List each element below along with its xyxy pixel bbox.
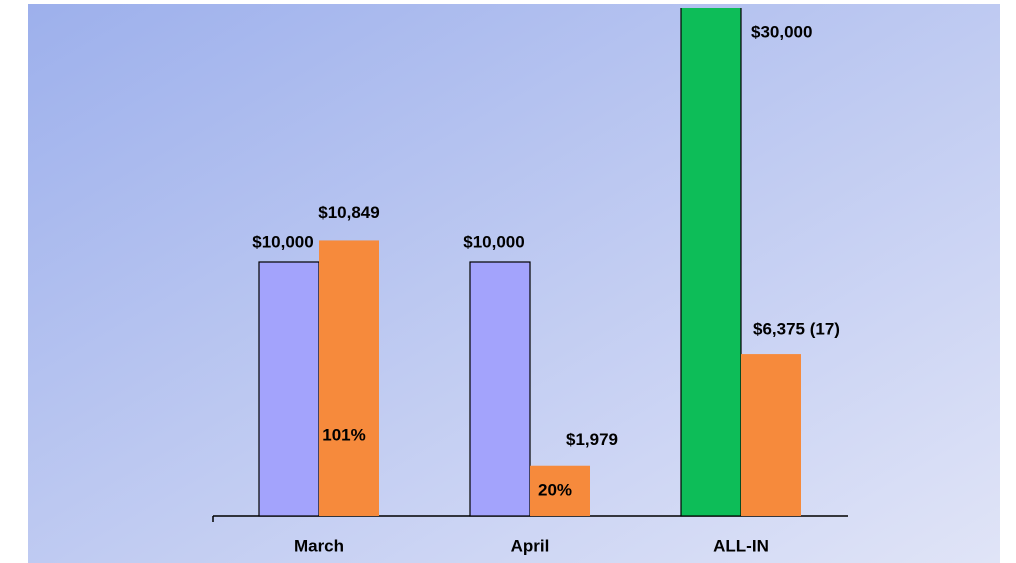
value-label: $1,979	[566, 430, 618, 449]
x-tick-label: March	[294, 536, 344, 555]
x-tick-label: April	[511, 536, 550, 555]
bar	[530, 465, 590, 516]
bar	[258, 261, 320, 517]
value-label: $30,000	[751, 22, 812, 41]
bar	[680, 8, 742, 517]
percent-label: 101%	[322, 425, 365, 444]
value-label: $10,849	[318, 203, 379, 222]
bar	[469, 261, 531, 517]
percent-label: 20%	[538, 480, 572, 499]
bar	[741, 354, 801, 516]
value-label: $6,375 (17)	[753, 320, 840, 339]
bar	[319, 240, 379, 516]
bars	[258, 8, 801, 517]
value-label: $10,000	[463, 232, 524, 251]
value-label: $10,000	[252, 232, 313, 251]
x-tick-label: ALL-IN	[713, 536, 769, 555]
